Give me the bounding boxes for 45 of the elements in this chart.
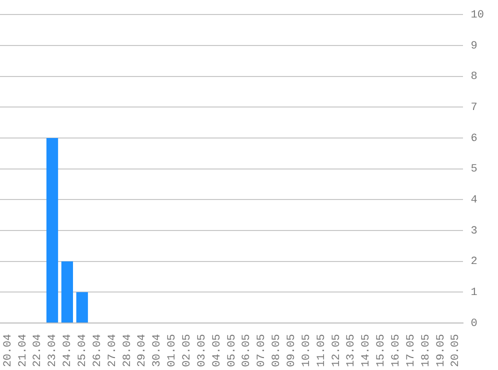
x-tick-label: 26.04 bbox=[92, 334, 104, 368]
x-tick-label: 27.04 bbox=[106, 334, 119, 368]
y-tick-label: 6 bbox=[470, 132, 478, 145]
x-tick-label: 25.04 bbox=[77, 334, 90, 368]
x-tick-label: 28.04 bbox=[122, 334, 134, 368]
x-tick-label: 08.05 bbox=[271, 334, 284, 368]
x-tick-label: 14.05 bbox=[360, 334, 373, 368]
x-tick-label: 29.04 bbox=[136, 334, 149, 368]
y-tick-label: 7 bbox=[470, 102, 478, 114]
x-tick-label: 05.05 bbox=[226, 334, 238, 368]
x-tick-label: 12.05 bbox=[330, 334, 343, 368]
y-tick-label: 1 bbox=[470, 287, 478, 300]
y-tick-label: 3 bbox=[470, 225, 478, 238]
x-tick-label: 17.05 bbox=[405, 334, 418, 368]
bar bbox=[61, 261, 74, 322]
y-tick-label: 0 bbox=[470, 318, 478, 330]
x-tick-label: 10.05 bbox=[300, 334, 313, 368]
x-tick-label: 04.05 bbox=[211, 334, 224, 368]
x-tick-label: 18.05 bbox=[420, 334, 432, 368]
x-tick-label: 13.05 bbox=[346, 334, 358, 368]
x-tick-label: 20.04 bbox=[2, 334, 14, 368]
x-tick-label: 16.05 bbox=[390, 334, 403, 368]
x-tick-label: 30.04 bbox=[152, 334, 164, 368]
x-tick-label: 07.05 bbox=[256, 334, 268, 368]
y-tick-label: 5 bbox=[470, 164, 478, 176]
x-tick-label: 19.05 bbox=[435, 334, 448, 368]
y-tick-label: 10 bbox=[470, 10, 484, 22]
x-tick-label: 24.04 bbox=[62, 334, 74, 368]
x-tick-label: 21.04 bbox=[17, 334, 30, 368]
y-tick-label: 9 bbox=[470, 40, 478, 52]
x-tick-label: 11.05 bbox=[316, 334, 328, 368]
bar bbox=[46, 138, 58, 322]
x-tick-label: 01.05 bbox=[166, 334, 179, 368]
x-tick-label: 09.05 bbox=[286, 334, 298, 368]
y-tick-label: 4 bbox=[470, 194, 478, 207]
x-tick-label: 03.05 bbox=[196, 334, 208, 368]
y-tick-label: 8 bbox=[470, 71, 478, 84]
x-tick-label: 22.04 bbox=[32, 334, 44, 368]
y-tick-label: 2 bbox=[470, 256, 478, 268]
x-tick-label: 23.04 bbox=[47, 334, 60, 368]
x-tick-label: 02.05 bbox=[182, 334, 194, 368]
x-tick-label: 15.05 bbox=[376, 334, 388, 368]
x-tick-label: 20.05 bbox=[450, 334, 462, 368]
bar bbox=[76, 292, 88, 322]
x-tick-label: 06.05 bbox=[241, 334, 254, 368]
